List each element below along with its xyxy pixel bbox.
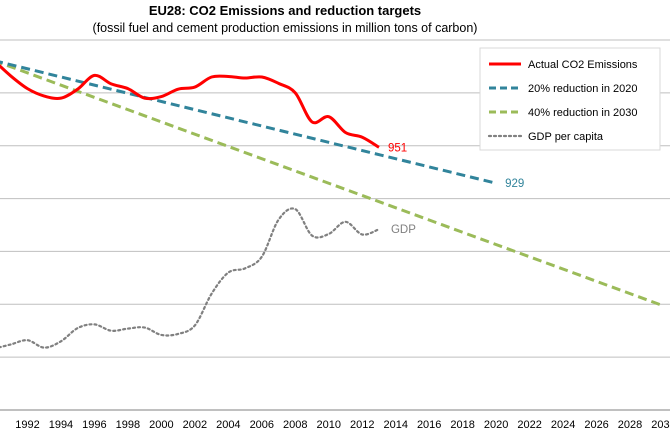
x-tick-label-2006: 2006 xyxy=(250,419,274,431)
legend-label-0: Actual CO2 Emissions xyxy=(528,59,638,71)
grid-lines xyxy=(0,39,670,358)
end-label-3: GDP xyxy=(391,224,416,236)
x-tick-label-1994: 1994 xyxy=(49,419,73,431)
end-label-1: 929 xyxy=(505,178,524,190)
series-line-0 xyxy=(0,64,380,149)
x-tick-label-2020: 2020 xyxy=(484,419,508,431)
x-tick-label-2012: 2012 xyxy=(350,419,374,431)
x-tick-label-1992: 1992 xyxy=(15,419,39,431)
x-tick-label-2014: 2014 xyxy=(383,419,407,431)
x-tick-label-2028: 2028 xyxy=(618,419,642,431)
x-tick-label-2016: 2016 xyxy=(417,419,441,431)
chart-title: EU28: CO2 Emissions and reduction target… xyxy=(149,3,421,18)
x-tick-label-2002: 2002 xyxy=(183,419,207,431)
x-tick-label-2026: 2026 xyxy=(584,419,608,431)
x-tick-label-2022: 2022 xyxy=(517,419,541,431)
x-tick-labels: 0199219941996199820002002200420062008201… xyxy=(15,419,670,431)
end-label-0: 951 xyxy=(388,142,407,154)
x-tick-label-2010: 2010 xyxy=(317,419,341,431)
series-line-3 xyxy=(0,207,381,349)
series-line-1 xyxy=(0,60,497,185)
series-line-2 xyxy=(0,61,665,308)
x-tick-label-2008: 2008 xyxy=(283,419,307,431)
x-tick-label-1996: 1996 xyxy=(82,419,106,431)
legend-label-2: 40% reduction in 2030 xyxy=(528,107,637,119)
legend-label-1: 20% reduction in 2020 xyxy=(528,83,637,95)
end-labels: 951929697GDP xyxy=(388,142,524,236)
x-tick-label-2000: 2000 xyxy=(149,419,173,431)
x-tick-label-2024: 2024 xyxy=(551,419,575,431)
x-tick-label-2004: 2004 xyxy=(216,419,240,431)
x-tick-label-1998: 1998 xyxy=(116,419,140,431)
series-lines xyxy=(0,60,665,349)
x-tick-label-2030: 2030 xyxy=(651,419,670,431)
legend-label-3: GDP per capita xyxy=(528,131,604,143)
chart-subtitle: (fossil fuel and cement production emiss… xyxy=(93,21,478,35)
x-tick-label-2018: 2018 xyxy=(450,419,474,431)
legend: Actual CO2 Emissions 20% reduction in 202… xyxy=(479,47,661,151)
